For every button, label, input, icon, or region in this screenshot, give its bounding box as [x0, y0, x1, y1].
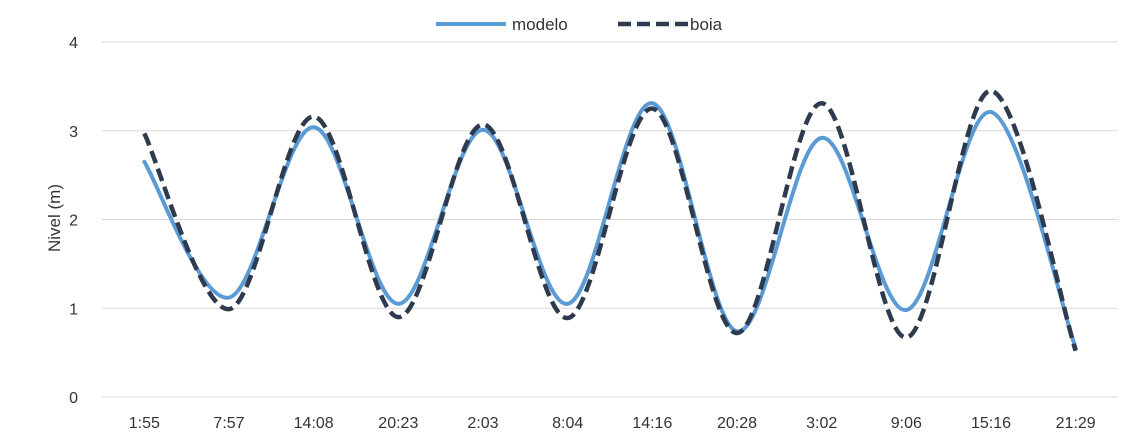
x-tick-label: 21:29	[1056, 415, 1096, 432]
y-tick-label: 1	[69, 301, 78, 318]
legend-label-boia: boia	[690, 15, 723, 34]
y-axis-ticks: 0 1 2 3 4	[69, 35, 78, 407]
y-tick-label: 0	[69, 390, 78, 407]
legend-label-modelo: modelo	[512, 15, 568, 34]
y-tick-label: 4	[69, 35, 78, 52]
series-layer	[142, 88, 1078, 352]
x-tick-label: 8:04	[552, 415, 583, 432]
series-line-boia	[142, 88, 1078, 352]
x-tick-label: 3:02	[806, 415, 837, 432]
x-tick-label: 9:06	[891, 415, 922, 432]
x-tick-label: 20:23	[378, 415, 418, 432]
x-tick-label: 7:57	[213, 415, 244, 432]
x-tick-label: 15:16	[971, 415, 1011, 432]
y-axis-title: Nivel (m)	[45, 184, 64, 252]
y-tick-label: 3	[69, 124, 78, 141]
x-tick-label: 14:16	[632, 415, 672, 432]
x-tick-label: 1:55	[129, 415, 160, 432]
legend: modelo boia	[436, 15, 723, 34]
x-tick-label: 14:08	[294, 415, 334, 432]
x-tick-label: 20:28	[717, 415, 757, 432]
y-tick-label: 2	[69, 213, 78, 230]
series-line-modelo	[142, 101, 1078, 351]
x-tick-label: 2:03	[467, 415, 498, 432]
x-axis-ticks: 1:55 7:57 14:08 20:23 2:03 8:04 14:16 20:28 3:02…	[129, 415, 1096, 432]
